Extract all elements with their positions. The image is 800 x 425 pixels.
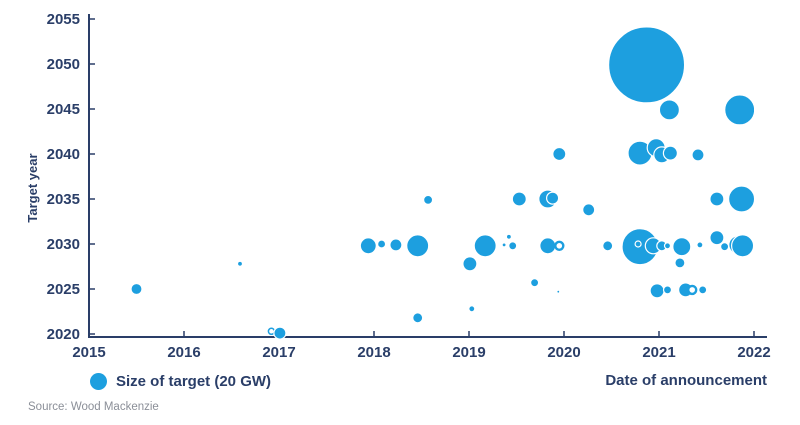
- x-tick-label: 2018: [357, 344, 390, 361]
- bubble: [554, 240, 565, 252]
- bubble: [556, 289, 561, 294]
- bubble: [389, 238, 403, 252]
- x-tick-label: 2022: [737, 344, 770, 361]
- bubble: [658, 99, 681, 121]
- bubble: [529, 278, 540, 288]
- bubble: [539, 237, 557, 255]
- bubble: [462, 256, 478, 272]
- bubble: [508, 241, 518, 251]
- y-tick-label: 2025: [47, 281, 80, 298]
- y-tick-label: 2040: [47, 146, 80, 163]
- y-tick-label: 2045: [47, 101, 80, 118]
- bubble: [672, 237, 692, 257]
- bubble: [602, 240, 614, 252]
- bubble: [662, 285, 673, 295]
- bubble: [406, 234, 430, 258]
- bubble: [468, 305, 476, 313]
- x-tick-label: 2015: [72, 344, 105, 361]
- y-tick-label: 2030: [47, 236, 80, 253]
- bubble: [634, 240, 642, 248]
- bubble: [545, 191, 560, 205]
- bubble: [731, 234, 754, 258]
- bubble: [501, 242, 507, 248]
- bubble: [728, 185, 754, 213]
- bubble: [709, 191, 725, 207]
- legend-bubble-icon: [90, 372, 107, 390]
- bubble: [687, 284, 698, 296]
- bubble: [473, 234, 497, 258]
- legend-label: Size of target (20 GW): [116, 372, 272, 390]
- bubble: [236, 260, 244, 267]
- bubble: [607, 26, 686, 104]
- bubble: [719, 242, 730, 252]
- bubble: [691, 148, 705, 162]
- x-tick-label: 2016: [167, 344, 200, 361]
- bubble: [412, 312, 424, 324]
- y-axis-title: Target year: [25, 153, 40, 222]
- bubble: [696, 241, 704, 249]
- x-tick-label: 2019: [452, 344, 485, 361]
- bubble: [649, 283, 665, 299]
- bubble: [505, 233, 512, 240]
- bubble: [698, 285, 708, 295]
- bubbles-layer: [130, 26, 754, 340]
- y-tick-label: 2055: [47, 11, 80, 28]
- y-tick-label: 2020: [47, 326, 80, 343]
- x-tick-label: 2020: [547, 344, 580, 361]
- bubble: [724, 94, 754, 126]
- y-tick-label: 2035: [47, 191, 80, 208]
- bubble: [674, 257, 686, 269]
- bubble: [552, 146, 567, 162]
- bubble: [377, 239, 387, 249]
- x-axis-title: Date of announcement: [605, 372, 767, 389]
- bubble: [359, 237, 377, 255]
- bubble: [582, 203, 596, 217]
- x-tick-label: 2021: [642, 344, 675, 361]
- bubble: [423, 194, 434, 205]
- bubble: [709, 230, 725, 246]
- chart-legend: Size of target (20 GW): [90, 372, 271, 390]
- bubble: [662, 145, 679, 161]
- x-tick-label: 2017: [262, 344, 295, 361]
- source-note: Source: Wood Mackenzie: [28, 401, 159, 413]
- bubble: [511, 191, 527, 207]
- bubble: [273, 326, 287, 340]
- bubble: [130, 282, 143, 296]
- y-tick-label: 2050: [47, 56, 80, 73]
- bubble: [663, 242, 672, 250]
